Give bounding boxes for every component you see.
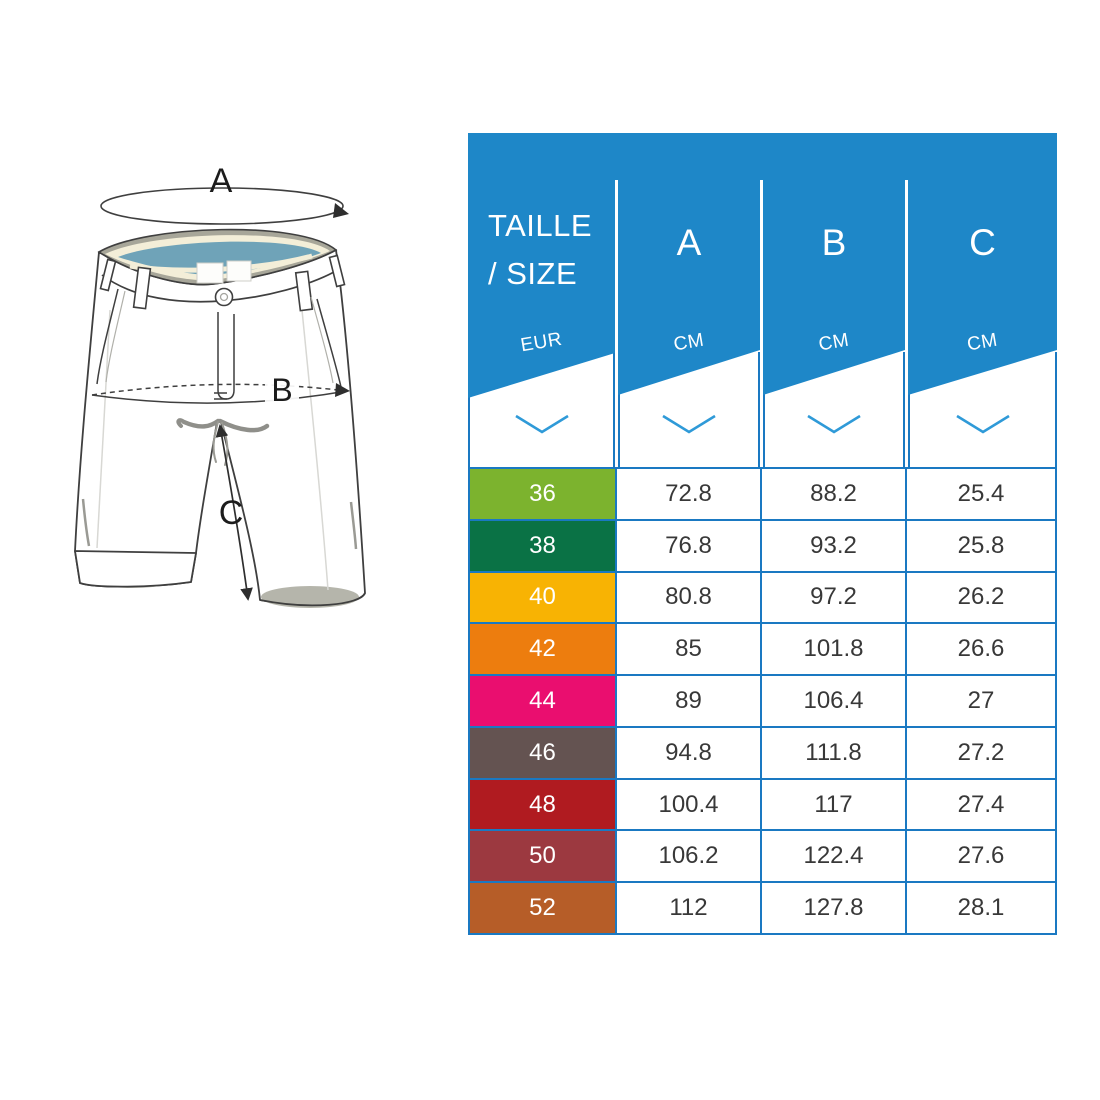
label-a: A: [210, 162, 233, 200]
cell-36-b: 88.2: [762, 469, 905, 519]
left-seam-shadow: [81, 498, 91, 547]
cell-50-a: 106.2: [617, 831, 760, 882]
length-measure-c: C: [215, 424, 253, 601]
column-a-label: A: [676, 222, 702, 263]
cell-40-b: 97.2: [762, 572, 905, 623]
cell-44-a: 89: [617, 676, 760, 726]
cell-36-c: 25.4: [907, 469, 1055, 519]
waist-measure-a: A: [100, 162, 349, 225]
cell-40-c: 26.2: [907, 572, 1055, 623]
cell-40-a: 80.8: [617, 572, 760, 623]
size-cell-36: 36: [470, 469, 615, 519]
cell-50-c: 27.6: [907, 831, 1055, 882]
button-detail: [219, 292, 229, 302]
cell-42-b: 101.8: [762, 624, 905, 675]
cell-42-a: 85: [617, 624, 760, 675]
column-c-label: C: [969, 222, 996, 263]
unit-eur: EUR: [519, 328, 564, 357]
size-cell-44: 44: [470, 676, 615, 726]
fly-bartack: [214, 392, 227, 400]
column-c: C CM: [908, 180, 1057, 935]
chevron-down-icon: [955, 414, 1010, 434]
cell-38-c: 25.8: [907, 520, 1055, 571]
column-size: TAILLE / SIZE EUR: [468, 180, 615, 935]
right-seam-shadow: [349, 501, 358, 550]
cell-42-c: 26.6: [907, 624, 1055, 675]
cell-48-b: 117: [762, 779, 905, 830]
button: [214, 287, 234, 307]
size-cell-46: 46: [470, 727, 615, 778]
cell-38-a: 76.8: [617, 520, 760, 571]
cell-38-b: 93.2: [762, 520, 905, 571]
left-cuff: [74, 550, 197, 588]
right-hem-shading: [261, 586, 359, 608]
hip-measure-b: B: [91, 372, 350, 408]
left-crease: [96, 309, 111, 549]
column-a: A CM: [618, 180, 760, 935]
cell-44-b: 106.4: [762, 676, 905, 726]
cell-46-b: 111.8: [762, 727, 905, 778]
cell-52-b: 127.8: [762, 883, 905, 933]
pocket-seams: [96, 288, 342, 388]
cell-36-a: 72.8: [617, 469, 760, 519]
label-b: B: [271, 372, 292, 408]
right-hem-line: [259, 592, 366, 607]
size-cell-52: 52: [470, 883, 615, 933]
chevron-down-icon: [662, 414, 716, 434]
column-b-label: B: [821, 222, 847, 263]
inner-tab: [226, 260, 252, 282]
chevron-down-icon: [807, 414, 861, 434]
column-b: B CM: [763, 180, 905, 935]
cell-46-a: 94.8: [617, 727, 760, 778]
cell-48-a: 100.4: [617, 779, 760, 830]
size-cell-42: 42: [470, 624, 615, 675]
size-data-grid: 36 72.8 88.2 25.4 38 76.8 93.2 25.8 40 80.8 97.2 26…: [468, 467, 1057, 935]
cell-44-c: 27: [907, 676, 1055, 726]
label-c: C: [219, 494, 244, 532]
cell-48-c: 27.4: [907, 779, 1055, 830]
size-title: TAILLE / SIZE: [488, 208, 593, 292]
arrowhead-b: [335, 383, 350, 397]
inner-tab: [196, 262, 224, 284]
right-crease: [301, 309, 329, 591]
arrowhead-a: [333, 203, 349, 218]
size-cell-50: 50: [470, 831, 615, 882]
belt-loops: [99, 254, 346, 312]
shorts-diagram: A: [74, 162, 366, 608]
cell-50-b: 122.4: [762, 831, 905, 882]
size-cell-48: 48: [470, 779, 615, 830]
size-cell-40: 40: [470, 572, 615, 623]
size-cell-38: 38: [470, 520, 615, 571]
table-top-bar: [468, 133, 1057, 180]
size-table: TAILLE / SIZE EUR A CM B CM: [468, 133, 1057, 935]
cell-52-c: 28.1: [907, 883, 1055, 933]
cell-46-c: 27.2: [907, 727, 1055, 778]
cell-52-a: 112: [617, 883, 760, 933]
chevron-down-icon: [514, 414, 569, 434]
